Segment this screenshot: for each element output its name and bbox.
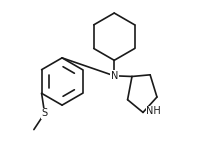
Text: NH: NH [146,106,161,116]
Text: S: S [42,108,48,118]
Text: N: N [111,71,118,81]
